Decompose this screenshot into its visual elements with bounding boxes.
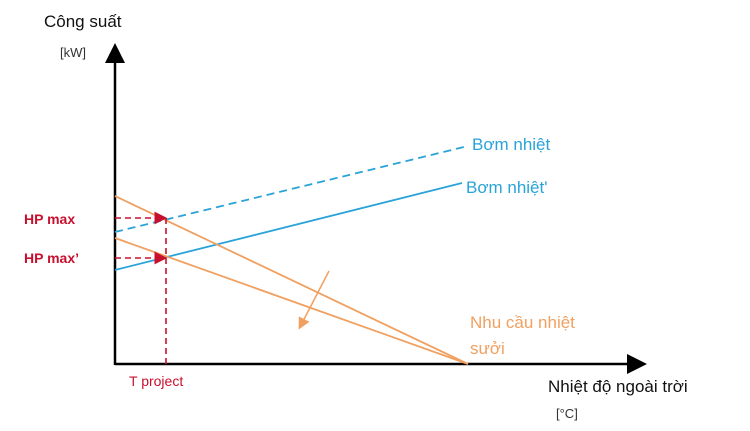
y-axis-unit: [kW] — [60, 45, 86, 60]
heat-pump-line — [114, 145, 469, 233]
heat-pump-prime-line — [114, 182, 463, 271]
x-axis-title: Nhiệt độ ngoài trời — [548, 377, 688, 396]
t-project-label: T project — [129, 373, 183, 389]
heating-demand-prime-line — [114, 237, 469, 365]
heat-pump-prime-label: Bơm nhiệt' — [466, 178, 547, 197]
heating-demand-line — [114, 195, 469, 365]
y-axis-title: Công suất — [44, 12, 122, 31]
x-axis-unit: [°C] — [556, 406, 578, 421]
heat-pump-label: Bơm nhiệt — [472, 135, 551, 154]
demand-shift-arrow — [298, 270, 330, 330]
heating-demand-label-line1: Nhu cầu nhiệt — [470, 313, 575, 332]
hp-max-prime-label: HP max’ — [24, 250, 79, 266]
heating-demand-label-line2: sưởi — [470, 339, 505, 358]
hp-max-label: HP max — [24, 211, 75, 227]
